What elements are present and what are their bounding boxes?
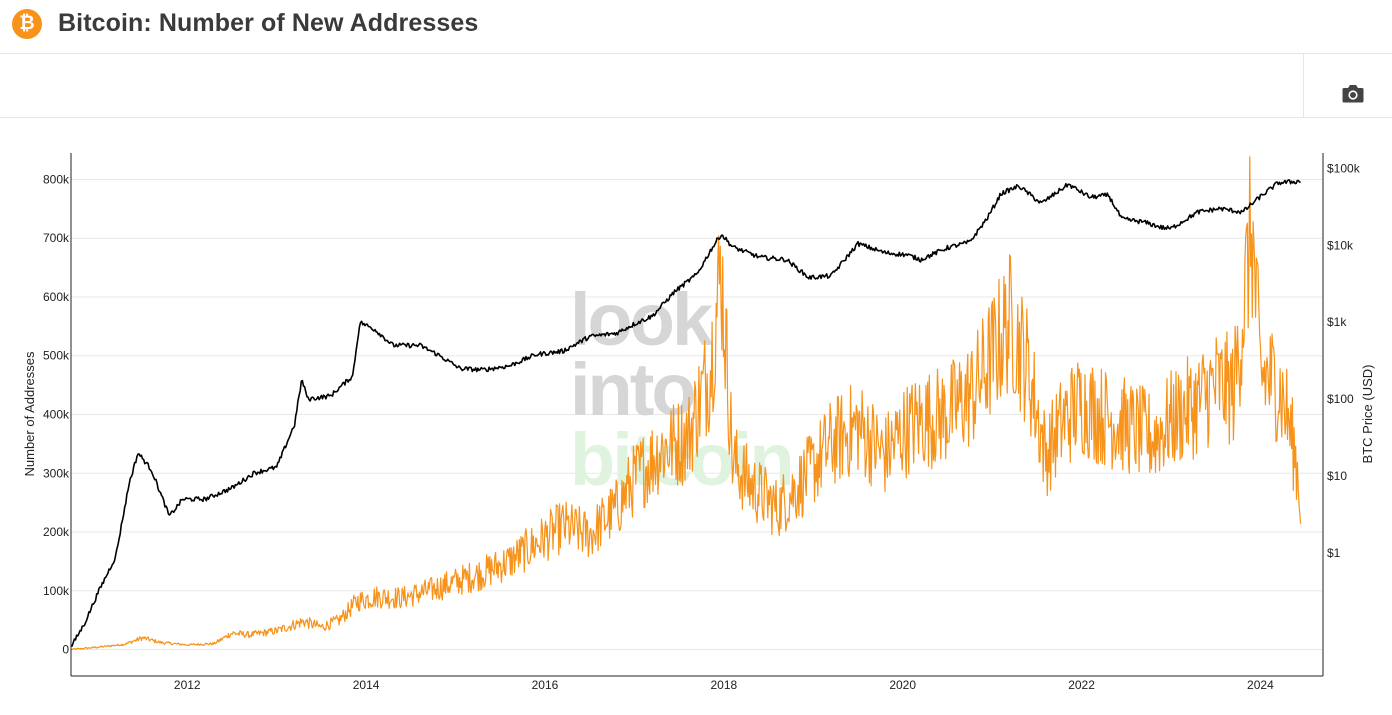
y-tick-label: 700k bbox=[43, 231, 70, 245]
y2-tick-label: $100 bbox=[1327, 392, 1354, 406]
y-tick-label: 200k bbox=[43, 525, 70, 539]
chart-toolbar bbox=[0, 54, 1392, 118]
x-tick-label: 2012 bbox=[174, 678, 201, 692]
x-tick-label: 2020 bbox=[889, 678, 916, 692]
series bbox=[70, 156, 1302, 651]
y2-tick-label: $1k bbox=[1327, 315, 1347, 329]
gridlines bbox=[71, 178, 1323, 651]
watermark-into: into bbox=[570, 348, 694, 431]
y2-axis-title: BTC Price (USD) bbox=[1360, 365, 1375, 464]
y-tick-label: 800k bbox=[43, 172, 70, 186]
y-tick-label: 100k bbox=[43, 584, 70, 598]
x-tick-label: 2024 bbox=[1247, 678, 1274, 692]
y-axis-ticks: 0 100k 200k 300k 400k 500k 600k 700k 800k bbox=[43, 172, 70, 656]
bitcoin-logo-icon: ₿ bbox=[12, 9, 42, 39]
y-tick-label: 400k bbox=[43, 408, 70, 422]
x-tick-label: 2014 bbox=[353, 678, 380, 692]
y2-tick-label: $1 bbox=[1327, 546, 1341, 560]
x-tick-label: 2016 bbox=[532, 678, 559, 692]
y-axis-title: Number of Addresses bbox=[22, 351, 37, 477]
y-tick-label: 500k bbox=[43, 349, 70, 363]
y2-tick-label: $100k bbox=[1327, 161, 1361, 175]
price-series-line bbox=[70, 179, 1301, 647]
header-bar: ₿ Bitcoin: Number of New Addresses bbox=[0, 0, 1392, 54]
y2-axis-ticks: $1 $10 $100 $1k $10k $100k bbox=[1327, 161, 1361, 560]
x-tick-label: 2018 bbox=[710, 678, 737, 692]
x-axis-ticks: 2012 2014 2016 2018 2020 2022 2024 bbox=[174, 678, 1274, 692]
download-image-button[interactable] bbox=[1339, 82, 1367, 106]
x-tick-label: 2022 bbox=[1068, 678, 1095, 692]
y2-tick-label: $10 bbox=[1327, 469, 1347, 483]
addresses-series-line bbox=[70, 156, 1302, 651]
y-tick-label: 300k bbox=[43, 466, 70, 480]
camera-icon bbox=[1342, 85, 1364, 103]
page-title: Bitcoin: Number of New Addresses bbox=[58, 9, 479, 37]
y-tick-label: 0 bbox=[62, 643, 69, 657]
toolbar-divider bbox=[1303, 54, 1304, 117]
y-tick-label: 600k bbox=[43, 290, 70, 304]
axes bbox=[70, 153, 1324, 677]
y2-tick-label: $10k bbox=[1327, 238, 1354, 252]
